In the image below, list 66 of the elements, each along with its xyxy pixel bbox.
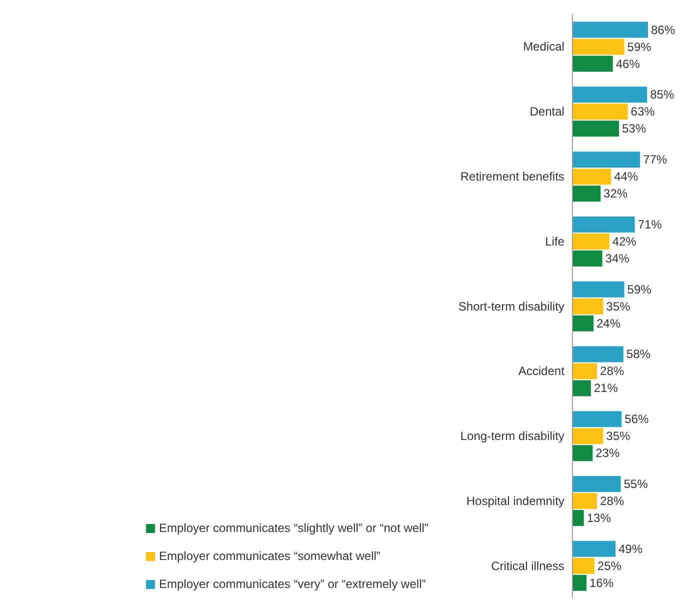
data-label: 35% — [606, 429, 631, 444]
bar — [572, 104, 628, 120]
data-label: 53% — [622, 122, 646, 136]
bar — [572, 411, 622, 428]
bar — [572, 558, 594, 574]
data-label: 49% — [618, 542, 643, 556]
data-label: 28% — [600, 494, 624, 508]
data-label: 24% — [596, 316, 621, 330]
data-label: 21% — [594, 381, 618, 396]
bar — [572, 38, 624, 55]
y-tick-label: Life — [545, 234, 565, 248]
legend-label: Employer communicates “somewhat well” — [159, 549, 380, 563]
data-label: 32% — [604, 186, 628, 201]
bar — [572, 216, 635, 232]
bar — [572, 346, 624, 362]
bar — [572, 445, 593, 462]
y-tick-label: Hospital indemnity — [466, 494, 564, 508]
y-tick-label: Long-term disability — [460, 429, 564, 444]
bar — [572, 22, 648, 38]
bar — [572, 574, 586, 591]
bar — [572, 120, 619, 137]
data-label: 85% — [650, 88, 674, 102]
bar — [572, 233, 610, 250]
data-label: 77% — [643, 152, 668, 167]
data-label: 56% — [624, 412, 649, 426]
bar — [572, 493, 598, 510]
y-tick-label: Retirement benefits — [460, 169, 564, 184]
bar — [572, 152, 640, 168]
data-label: 34% — [605, 251, 630, 266]
data-label: 44% — [614, 170, 638, 184]
data-label: 42% — [612, 234, 637, 248]
y-tick-label: Critical illness — [491, 558, 564, 573]
data-label: 59% — [627, 40, 652, 54]
y-tick-label: Dental — [530, 104, 564, 119]
data-label: 59% — [627, 282, 652, 296]
bar — [572, 540, 616, 557]
bar — [572, 315, 594, 332]
bar — [572, 186, 601, 202]
bar — [572, 363, 598, 380]
bar — [572, 168, 612, 185]
y-tick-label: Short-term disability — [458, 299, 564, 314]
data-label: 23% — [596, 446, 620, 460]
bar — [572, 476, 621, 492]
legend-label: Employer communicates “slightly well” or “not well” — [159, 521, 428, 535]
y-tick-label: Medical — [523, 40, 564, 54]
legend-label: Employer communicates “very” or “extremely well” — [159, 577, 426, 591]
data-label: 16% — [589, 576, 614, 590]
data-label: 58% — [626, 347, 651, 362]
bar — [572, 510, 584, 526]
bar — [572, 380, 591, 396]
data-label: 46% — [616, 56, 640, 71]
y-tick-label: Accident — [518, 364, 566, 378]
bar — [572, 298, 604, 314]
bar — [572, 86, 648, 103]
bar — [572, 428, 604, 444]
data-label: 25% — [597, 558, 622, 573]
bar — [572, 281, 624, 298]
bar — [572, 56, 613, 72]
data-label: 63% — [630, 104, 656, 119]
bar — [572, 250, 602, 266]
data-label: 55% — [624, 477, 648, 492]
data-label: 28% — [600, 364, 624, 378]
data-label: 86% — [651, 22, 676, 37]
data-label: 35% — [606, 299, 631, 314]
data-label: 13% — [586, 511, 612, 526]
data-label: 71% — [638, 217, 662, 232]
